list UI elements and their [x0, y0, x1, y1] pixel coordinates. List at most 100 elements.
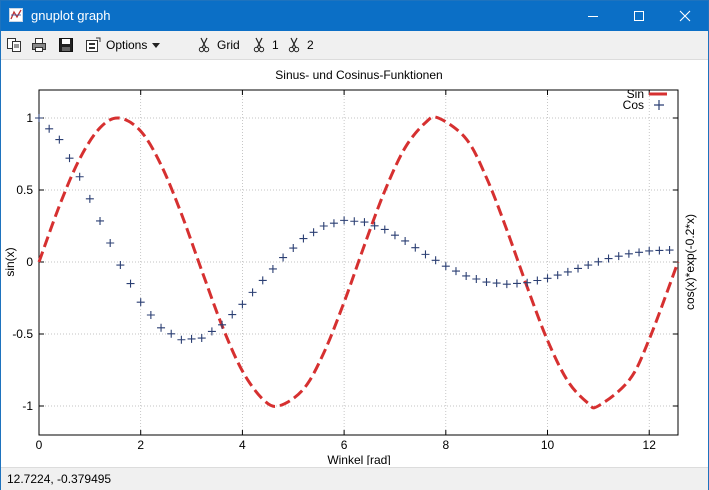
y-axis-label: sin(x)	[3, 247, 17, 276]
status-bar: 12.7224, -0.379495	[1, 467, 708, 490]
cos-data-point	[228, 310, 237, 319]
minimize-button[interactable]	[570, 1, 616, 31]
cos-data-point	[106, 238, 115, 247]
x-axis-label: Winkel [rad]	[327, 453, 390, 465]
x-tick-label: 10	[541, 438, 555, 452]
grid-lines	[39, 90, 678, 435]
cos-data-point	[533, 276, 542, 285]
cos-data-point	[238, 300, 247, 309]
legend: Sin Cos	[623, 87, 667, 112]
cos-data-point	[563, 267, 572, 276]
cos-data-point	[543, 274, 552, 283]
cos-data-point	[218, 320, 227, 329]
cos-data-point	[594, 257, 603, 266]
cos-data-point	[85, 194, 94, 203]
cos-data-point	[258, 276, 267, 285]
cos-data-point	[248, 288, 257, 297]
cos-data-point	[197, 334, 206, 343]
cos-data-point	[187, 334, 196, 343]
cos-data-point	[279, 253, 288, 262]
y-tick-label: -0.5	[12, 327, 33, 341]
chart-svg[interactable]: 0 2 4 6 8 10 12 1 0.5 0 -0.5 -1 Sinus- und Cosinus-…	[1, 60, 708, 467]
cos-data-point	[126, 279, 135, 288]
cos-data-point	[635, 248, 644, 257]
cos-data-point	[665, 246, 674, 255]
cos-data-point	[441, 262, 450, 271]
cos-data-point	[380, 225, 389, 234]
options-menu-button[interactable]: Options	[85, 35, 161, 55]
toolbar: Options Grid 1	[1, 31, 708, 60]
cos-data-point	[299, 234, 308, 243]
options-label: Options	[106, 38, 148, 52]
legend-cos-swatch	[654, 100, 664, 110]
y-tick-label: 1	[26, 111, 33, 125]
cos-data-point	[146, 310, 155, 319]
cos-data-point	[624, 249, 633, 258]
x-tick-label: 0	[36, 438, 43, 452]
cos-data-point	[523, 278, 532, 287]
cos-data-point	[645, 246, 654, 255]
cos-data-point	[574, 264, 583, 273]
plot-1-toggle-button[interactable]: 1	[251, 35, 279, 55]
cos-data-point	[411, 243, 420, 252]
mouse-coordinates: 12.7224, -0.379495	[7, 472, 112, 486]
plot-canvas[interactable]: 0 2 4 6 8 10 12 1 0.5 0 -0.5 -1 Sinus- und Cosinus-…	[1, 60, 708, 467]
cos-data-point	[309, 228, 318, 237]
cos-data-point	[360, 218, 369, 227]
plot-1-label: 1	[272, 38, 279, 52]
sin-series-line	[37, 115, 680, 410]
axis-ticks: 0 2 4 6 8 10 12 1 0.5 0 -0.5 -1	[12, 90, 678, 452]
gnuplot-app-icon	[9, 8, 23, 22]
cos-data-point	[614, 252, 623, 261]
scissors-icon	[251, 37, 267, 53]
printer-icon	[31, 37, 47, 53]
title-bar[interactable]: gnuplot graph	[1, 1, 708, 31]
grid-toggle-button[interactable]: Grid	[196, 35, 240, 55]
copy-icon	[6, 37, 22, 53]
save-button[interactable]	[58, 35, 74, 55]
cos-data-point	[75, 172, 84, 181]
legend-sin-label: Sin	[627, 87, 644, 101]
chart-title: Sinus- und Cosinus-Funktionen	[275, 68, 442, 82]
chevron-down-icon	[152, 38, 161, 52]
cos-data-point	[401, 236, 410, 245]
cos-data-point	[55, 135, 64, 144]
cos-data-point	[329, 219, 338, 228]
print-button[interactable]	[31, 35, 47, 55]
series-layer	[35, 114, 680, 410]
y-tick-label: -1	[22, 399, 33, 413]
legend-cos-label: Cos	[623, 98, 644, 112]
cos-data-point	[319, 222, 328, 230]
cos-data-point	[157, 323, 166, 332]
scissors-icon	[286, 37, 302, 53]
maximize-button[interactable]	[616, 1, 662, 31]
x-tick-label: 6	[341, 438, 348, 452]
cos-data-point	[421, 250, 430, 259]
cos-data-point	[35, 114, 43, 122]
copy-button[interactable]	[6, 35, 22, 55]
plot-2-toggle-button[interactable]: 2	[286, 35, 314, 55]
cos-data-point	[289, 244, 298, 253]
cos-data-point	[451, 267, 460, 276]
cos-data-point	[390, 231, 399, 240]
y-tick-label: 0	[26, 255, 33, 269]
cos-data-point	[207, 327, 216, 336]
cos-data-point	[502, 280, 511, 289]
cos-data-point	[513, 279, 522, 288]
cos-data-point	[482, 278, 491, 287]
x-tick-label: 12	[643, 438, 657, 452]
window-title: gnuplot graph	[31, 8, 111, 23]
cos-data-point	[472, 274, 481, 283]
cos-data-point	[350, 217, 359, 226]
cos-data-point	[177, 335, 186, 344]
x-tick-label: 8	[442, 438, 449, 452]
x-tick-label: 4	[239, 438, 246, 452]
cos-data-point	[462, 271, 471, 280]
x-tick-label: 2	[137, 438, 144, 452]
close-button[interactable]	[662, 1, 708, 31]
cos-data-point	[65, 154, 74, 163]
cos-data-point	[45, 124, 54, 133]
cos-data-point	[492, 279, 501, 288]
cos-data-point	[268, 264, 277, 273]
